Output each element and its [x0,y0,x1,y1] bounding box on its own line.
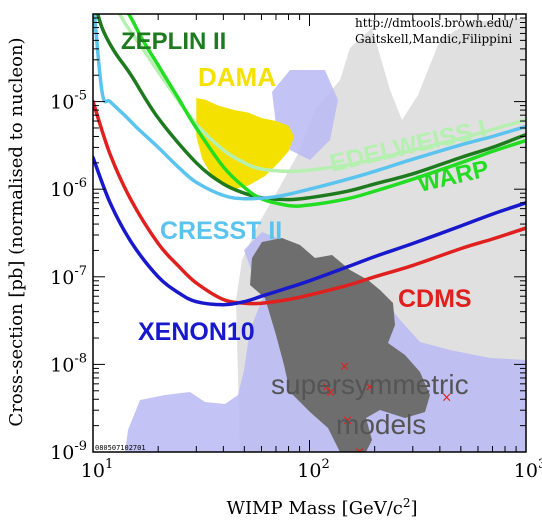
susy-point-marker: × [354,445,365,460]
x-axis-title-sup: 2 [403,496,411,510]
y-tick-label-exp: -8 [74,351,87,366]
x-axis-title: WIMP Mass [GeV/c2] [226,496,417,519]
series-label-xenon10: XENON10 [138,318,255,346]
credit-authors: Gaitskell,Mandic,Filippini [355,32,512,46]
x-tick-label-exp: 2 [321,457,329,472]
y-tick-label-exp: -9 [74,439,87,454]
susy-point-marker: × [342,413,353,428]
series-line-xenon10 [93,155,526,307]
region-label-line-2: models [336,409,426,440]
y-tick-label-base: 10 [50,267,74,289]
x-tick-label-exp: 1 [105,457,113,472]
x-tick-label-exp: 3 [538,457,542,472]
susy-point-marker: × [321,380,332,395]
susy-dark-region [250,238,430,452]
series-line-cresst-ii [93,14,526,201]
y-tick-label-base: 10 [50,92,74,114]
susy-point-marker: × [325,385,336,400]
y-tick-label-base: 10 [50,442,74,464]
region-label-line-1: supersymmetric [271,369,469,400]
x-tick-label: 103 [514,457,542,482]
y-tick-label-exp: -5 [74,89,87,104]
plot-id: 080507102701 [95,444,146,452]
y-tick-label-base: 10 [50,354,74,376]
y-tick-label: 10-9 [50,439,87,464]
susy-point-marker: × [364,380,375,395]
x-tick-label-base: 10 [81,460,105,482]
x-tick-label: 101 [81,457,113,482]
susy-background-regions [125,18,526,452]
y-tick-label-exp: -6 [74,176,87,191]
y-tick-label: 10-8 [50,351,87,376]
series-label-cdms: CDMS [398,285,472,313]
x-tick-label-base: 10 [297,460,321,482]
x-axis-title-text: WIMP Mass [GeV/c [226,498,402,519]
x-tick-label: 102 [297,457,329,482]
y-tick-label: 10-6 [50,176,87,201]
x-axis-title-end: ] [411,498,418,519]
series-line-cdms [93,99,526,306]
credit-url: http://dmtools.brown.edu/ [355,16,514,30]
series-line-edelweiss-i [117,14,526,174]
susy-point-marker: × [339,359,350,374]
y-tick-label-exp: -7 [74,264,87,279]
series-label-cresst-ii: CRESST II [160,217,282,245]
region-label-dama: DAMA [198,62,276,92]
susy-point-marker: × [441,390,452,405]
y-tick-label: 10-7 [50,264,87,289]
x-tick-label-base: 10 [514,460,538,482]
y-tick-label-base: 10 [50,179,74,201]
y-axis-title: Cross-section [pb] (normalised to nucleo… [6,37,27,426]
series-label-zeplin-ii: ZEPLIN II [121,28,226,55]
y-tick-label: 10-5 [50,89,87,114]
